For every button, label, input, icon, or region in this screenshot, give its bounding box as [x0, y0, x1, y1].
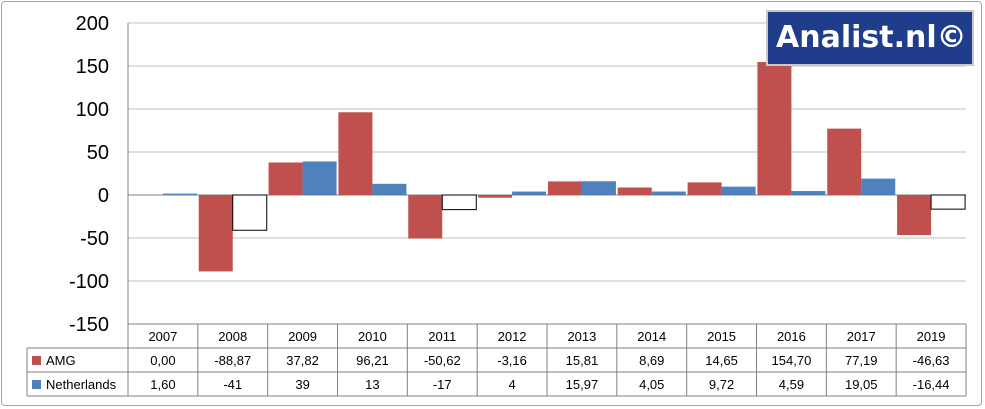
data-label: 0,00 [150, 353, 175, 368]
category-label: 2013 [567, 329, 596, 344]
data-label: -46,63 [913, 353, 950, 368]
category-label: 2010 [358, 329, 387, 344]
data-label: 154,70 [772, 353, 812, 368]
data-label: -16,44 [913, 377, 950, 392]
data-label: 77,19 [845, 353, 878, 368]
category-label: 2007 [148, 329, 177, 344]
data-label: -41 [223, 377, 242, 392]
y-tick-label: 200 [76, 13, 109, 35]
bar-netherlands-2008 [232, 194, 268, 231]
y-tick-label: 150 [76, 56, 109, 78]
bar-netherlands-2007 [162, 193, 197, 195]
data-label: 19,05 [845, 377, 878, 392]
legend-swatch-amg [32, 356, 41, 365]
y-tick-label: -50 [80, 228, 109, 250]
data-table: 2007 2008 2009 2010 2011 2012 2013 2014 2015 2016… [26, 323, 967, 397]
bar-amg-2008 [198, 195, 233, 272]
legend-swatch-netherlands [32, 380, 41, 389]
bars [162, 61, 966, 272]
bar-amg-2010 [338, 112, 373, 195]
category-label: 2009 [288, 329, 317, 344]
data-label: 13 [365, 377, 379, 392]
y-tick-label: 100 [76, 99, 109, 121]
data-label: 15,97 [566, 377, 599, 392]
bar-netherlands-2015 [721, 186, 756, 195]
bar-amg-2015 [687, 182, 722, 195]
data-label: 15,81 [566, 353, 599, 368]
category-label: 2016 [777, 329, 806, 344]
bar-amg-2016 [757, 61, 792, 195]
category-label: 2015 [707, 329, 736, 344]
category-label: 2017 [847, 329, 876, 344]
bar-netherlands-2019 [930, 194, 966, 210]
data-label: 4 [508, 377, 515, 392]
data-label: -50,62 [424, 353, 461, 368]
category-label: 2019 [917, 329, 946, 344]
data-label: 4,59 [779, 377, 804, 392]
data-label: 37,82 [286, 353, 319, 368]
bar-netherlands-2009 [302, 161, 337, 195]
bar-amg-2012 [478, 195, 513, 198]
data-label: 9,72 [709, 377, 734, 392]
category-label: 2012 [498, 329, 527, 344]
watermark-logo: Analist.nl© [766, 10, 974, 66]
bar-amg-2011 [408, 195, 443, 239]
bar-amg-2009 [268, 162, 303, 195]
legend-label: Netherlands [46, 377, 117, 392]
bar-amg-2014 [617, 187, 652, 195]
y-tick-label: -100 [69, 271, 109, 293]
bar-amg-2019 [897, 195, 932, 236]
data-label: 8,69 [639, 353, 664, 368]
data-label: 14,65 [705, 353, 738, 368]
y-tick-label: 50 [87, 142, 109, 164]
category-label: 2008 [218, 329, 247, 344]
data-label: 96,21 [356, 353, 389, 368]
data-label: 4,05 [639, 377, 664, 392]
y-tick-label: -150 [69, 314, 109, 336]
bar-netherlands-2013 [581, 181, 616, 195]
bar-netherlands-2011 [441, 194, 477, 211]
data-label: -3,16 [497, 353, 527, 368]
data-label: -88,87 [214, 353, 251, 368]
data-label: 39 [295, 377, 309, 392]
category-label: 2011 [428, 329, 456, 344]
bar-amg-2013 [547, 181, 582, 195]
bar-netherlands-2016 [791, 191, 826, 195]
bar-netherlands-2017 [861, 178, 896, 195]
data-label: -17 [433, 377, 452, 392]
data-label: 1,60 [150, 377, 175, 392]
category-label: 2014 [637, 329, 666, 344]
y-axis: 200 150 100 50 0 -50 -100 -150 [69, 13, 966, 336]
bar-amg-2017 [827, 128, 862, 195]
legend-label: AMG [46, 353, 76, 368]
y-tick-label: 0 [98, 185, 109, 207]
bar-netherlands-2014 [651, 191, 686, 195]
bar-netherlands-2010 [372, 183, 407, 195]
bar-netherlands-2012 [512, 191, 547, 195]
